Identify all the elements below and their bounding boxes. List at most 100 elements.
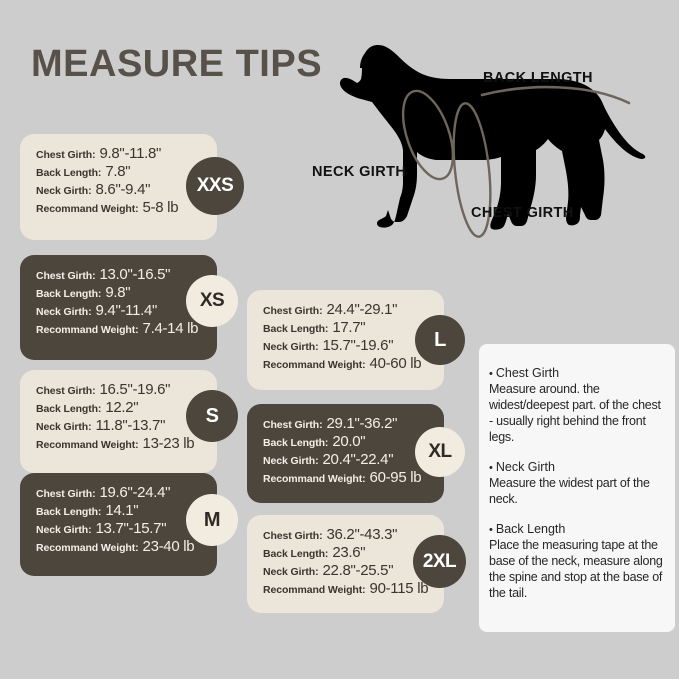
table-row: Neck Girth: 20.4"-22.4" <box>263 452 398 467</box>
dog-measurement-diagram: BACK LENGTH NECK GIRTH CHEST GIRTH <box>300 30 679 260</box>
table-row: Recommand Weight: 13-23 lb <box>36 436 195 451</box>
chest-girth-loop <box>452 102 492 238</box>
row-label-chest-girth: Chest Girth: <box>36 149 96 161</box>
row-value-neck-girth: 22.8"-25.5" <box>322 562 394 579</box>
instruction-back-length: • Back Length Place the measuring tape at… <box>489 522 667 601</box>
row-value-recommand-weight: 90-115 lb <box>369 580 429 597</box>
row-label-back-length: Back Length: <box>263 323 329 335</box>
table-row: Back Length: 20.0" <box>263 434 398 449</box>
table-row: Neck Girth: 8.6"-9.4" <box>36 182 171 197</box>
diagram-label-back-length: BACK LENGTH <box>483 70 593 86</box>
row-value-neck-girth: 15.7"-19.6" <box>322 337 394 354</box>
row-value-neck-girth: 11.8"-13.7" <box>95 417 166 434</box>
row-value-chest-girth: 9.8"-11.8" <box>99 145 162 162</box>
row-value-recommand-weight: 7.4-14 lb <box>142 320 199 337</box>
instruction-chest-girth: • Chest Girth Measure around. the widest/… <box>489 366 667 445</box>
bullet-icon: • <box>489 524 493 536</box>
row-value-back-length: 17.7" <box>332 319 366 336</box>
diagram-label-chest-girth: CHEST GIRTH <box>471 205 574 221</box>
table-row: Recommand Weight: 7.4-14 lb <box>36 321 199 336</box>
table-row: Chest Girth: 13.0"-16.5" <box>36 267 171 282</box>
row-label-chest-girth: Chest Girth: <box>36 270 96 282</box>
bullet-icon: • <box>489 368 493 380</box>
row-value-recommand-weight: 40-60 lb <box>369 355 422 372</box>
row-value-chest-girth: 16.5"-19.6" <box>99 381 171 398</box>
row-value-recommand-weight: 60-95 lb <box>369 469 422 486</box>
instruction-heading-text: Neck Girth <box>495 460 555 474</box>
table-row: Recommand Weight: 90-115 lb <box>263 581 429 596</box>
instruction-heading: • Back Length <box>489 522 667 536</box>
diagram-label-neck-girth: NECK GIRTH <box>312 164 407 180</box>
table-row: Chest Girth: 9.8"-11.8" <box>36 146 171 161</box>
size-card-s[interactable]: Chest Girth: 16.5"-19.6" Back Length: 12… <box>20 370 217 473</box>
size-badge-s: S <box>186 390 238 442</box>
row-label-chest-girth: Chest Girth: <box>36 488 96 500</box>
row-label-neck-girth: Neck Girth: <box>36 185 92 197</box>
row-label-neck-girth: Neck Girth: <box>36 421 92 433</box>
table-row: Neck Girth: 13.7"-15.7" <box>36 521 171 536</box>
row-value-neck-girth: 8.6"-9.4" <box>95 181 151 198</box>
table-row: Neck Girth: 9.4"-11.4" <box>36 303 171 318</box>
size-card-l[interactable]: Chest Girth: 24.4"-29.1" Back Length: 17… <box>247 290 444 390</box>
row-label-recommand-weight: Recommand Weight: <box>263 584 366 596</box>
instruction-heading-text: Chest Girth <box>495 366 560 380</box>
table-row: Chest Girth: 36.2"-43.3" <box>263 527 398 542</box>
row-label-neck-girth: Neck Girth: <box>263 341 319 353</box>
row-value-recommand-weight: 13-23 lb <box>142 435 195 452</box>
table-row: Neck Girth: 15.7"-19.6" <box>263 338 398 353</box>
size-card-m[interactable]: Chest Girth: 19.6"-24.4" Back Length: 14… <box>20 473 217 576</box>
row-value-chest-girth: 36.2"-43.3" <box>326 526 398 543</box>
neck-girth-loop <box>401 89 455 181</box>
row-label-back-length: Back Length: <box>263 548 329 560</box>
row-label-chest-girth: Chest Girth: <box>36 385 96 397</box>
page-title: MEASURE TIPS <box>31 43 323 85</box>
size-badge-2xl: 2XL <box>413 535 466 588</box>
table-row: Back Length: 14.1" <box>36 503 171 518</box>
size-badge-l: L <box>415 315 465 365</box>
size-card-xxs[interactable]: Chest Girth: 9.8"-11.8" Back Length: 7.8… <box>20 134 217 240</box>
table-row: Back Length: 23.6" <box>263 545 398 560</box>
row-label-recommand-weight: Recommand Weight: <box>36 542 139 554</box>
instruction-heading-text: Back Length <box>495 522 566 536</box>
row-label-recommand-weight: Recommand Weight: <box>263 359 366 371</box>
size-badge-xl: XL <box>415 427 465 477</box>
row-label-back-length: Back Length: <box>36 288 102 300</box>
table-row: Back Length: 17.7" <box>263 320 398 335</box>
dog-silhouette-icon <box>339 45 646 238</box>
table-row: Chest Girth: 24.4"-29.1" <box>263 302 398 317</box>
table-row: Recommand Weight: 60-95 lb <box>263 470 422 485</box>
row-value-back-length: 23.6" <box>332 544 366 561</box>
table-row: Chest Girth: 16.5"-19.6" <box>36 382 171 397</box>
size-badge-xs: XS <box>186 275 238 327</box>
row-label-chest-girth: Chest Girth: <box>263 305 323 317</box>
row-label-back-length: Back Length: <box>36 403 102 415</box>
table-row: Recommand Weight: 23-40 lb <box>36 539 195 554</box>
row-label-chest-girth: Chest Girth: <box>263 530 323 542</box>
table-row: Back Length: 7.8" <box>36 164 171 179</box>
size-card-2xl[interactable]: Chest Girth: 36.2"-43.3" Back Length: 23… <box>247 515 444 613</box>
row-value-neck-girth: 9.4"-11.4" <box>95 302 158 319</box>
bullet-icon: • <box>489 462 493 474</box>
row-label-recommand-weight: Recommand Weight: <box>36 324 139 336</box>
size-badge-xxs: XXS <box>186 157 244 215</box>
size-card-xl[interactable]: Chest Girth: 29.1"-36.2" Back Length: 20… <box>247 404 444 503</box>
size-card-xs[interactable]: Chest Girth: 13.0"-16.5" Back Length: 9.… <box>20 255 217 360</box>
table-row: Recommand Weight: 5-8 lb <box>36 200 179 215</box>
row-value-back-length: 9.8" <box>105 284 131 301</box>
table-row: Chest Girth: 29.1"-36.2" <box>263 416 398 431</box>
instruction-body: Measure around. the widest/deepest part.… <box>489 382 661 444</box>
row-value-back-length: 12.2" <box>105 399 139 416</box>
row-value-chest-girth: 19.6"-24.4" <box>99 484 171 501</box>
back-length-arc <box>480 85 631 105</box>
row-label-recommand-weight: Recommand Weight: <box>36 439 139 451</box>
row-value-back-length: 14.1" <box>105 502 139 519</box>
row-value-recommand-weight: 23-40 lb <box>142 538 195 555</box>
instruction-body: Place the measuring tape at the base of … <box>489 538 663 600</box>
table-row: Chest Girth: 19.6"-24.4" <box>36 485 171 500</box>
row-label-back-length: Back Length: <box>36 506 102 518</box>
measurement-instructions-panel: • Chest Girth Measure around. the widest/… <box>479 344 675 632</box>
size-badge-m: M <box>186 494 238 546</box>
row-value-neck-girth: 13.7"-15.7" <box>95 520 167 537</box>
row-label-recommand-weight: Recommand Weight: <box>36 203 139 215</box>
